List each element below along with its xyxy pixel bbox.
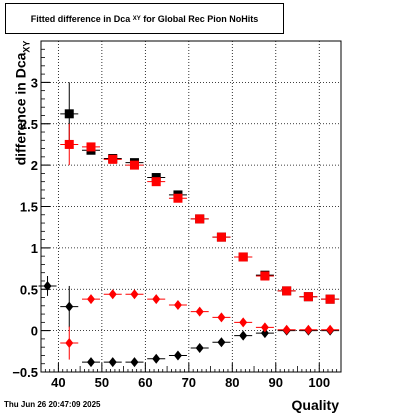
title-subscript: XY: [132, 15, 141, 22]
data-point: [217, 337, 226, 348]
x-tick-label: 100: [308, 375, 330, 390]
data-point: [173, 350, 182, 361]
x-tick-label: 80: [225, 375, 239, 390]
data-point: [325, 294, 335, 304]
data-point: [64, 139, 74, 149]
data-point: [129, 160, 139, 170]
y-tick-label: 1.5: [20, 200, 38, 215]
y-tick-label: 0: [31, 324, 38, 339]
data-point: [130, 357, 139, 368]
data-point: [260, 322, 269, 333]
data-point: [326, 324, 335, 335]
x-tick-label: 60: [138, 375, 152, 390]
data-point: [64, 109, 74, 119]
y-tick-label: 1: [31, 241, 38, 256]
data-point: [260, 328, 269, 339]
series-1: [60, 82, 340, 304]
data-point: [195, 306, 204, 317]
data-point: [216, 232, 226, 242]
y-tick-label: 2.5: [20, 117, 38, 132]
data-point: [260, 271, 270, 281]
data-point: [87, 357, 95, 368]
data-point: [87, 294, 95, 305]
y-tick-label: −0.5: [12, 365, 38, 380]
chart-title: Fitted difference in Dca XY for Global R…: [5, 3, 284, 34]
axis-ticks: [40, 40, 342, 373]
series-4: [60, 289, 340, 360]
y-tick-label: 2: [31, 158, 38, 173]
y-tick-label: 3: [31, 75, 38, 90]
series-2: [60, 123, 340, 304]
x-tick-label: 70: [182, 375, 196, 390]
data-point: [173, 193, 183, 203]
title-main: Fitted difference in Dca: [30, 13, 131, 24]
tick-labels: 40 50 60 70 80 90 100 −0.5 0 0.5 1 1.5 2 2.5 3: [12, 75, 330, 390]
data-point: [304, 324, 313, 335]
data-point: [130, 289, 139, 300]
data-point: [282, 286, 292, 296]
data-point: [217, 312, 226, 323]
data-point: [108, 289, 117, 300]
data-point: [65, 338, 74, 349]
data-point: [239, 317, 248, 328]
data-point: [195, 343, 204, 354]
data-point: [86, 142, 96, 152]
markers: [38, 82, 340, 368]
data-point: [239, 330, 248, 341]
data-point: [152, 294, 161, 305]
x-tick-label: 90: [269, 375, 283, 390]
data-point: [152, 353, 161, 364]
data-point: [195, 214, 205, 224]
data-point: [43, 280, 52, 291]
data-point: [303, 292, 313, 302]
data-point: [108, 154, 118, 164]
title-suffix: for Global Rec Pion NoHits: [143, 13, 259, 24]
data-point: [173, 299, 182, 310]
x-axis-title: Quality: [291, 397, 339, 413]
data-point: [282, 324, 291, 335]
x-tick-label: 50: [95, 375, 109, 390]
grid: [41, 41, 341, 372]
data-point: [108, 357, 117, 368]
y-axis-label-sub: XY: [21, 40, 32, 53]
series-3: [38, 276, 340, 368]
timestamp: Thu Jun 26 20:47:09 2025: [4, 400, 101, 409]
y-axis-title: difference in DcaXY: [13, 41, 32, 166]
data-point: [65, 301, 74, 312]
y-tick-label: 0.5: [20, 282, 38, 297]
x-tick-label: 40: [51, 375, 65, 390]
y-axis-label: difference in Dca: [12, 52, 29, 166]
data-point: [151, 177, 161, 187]
data-point: [238, 252, 248, 262]
